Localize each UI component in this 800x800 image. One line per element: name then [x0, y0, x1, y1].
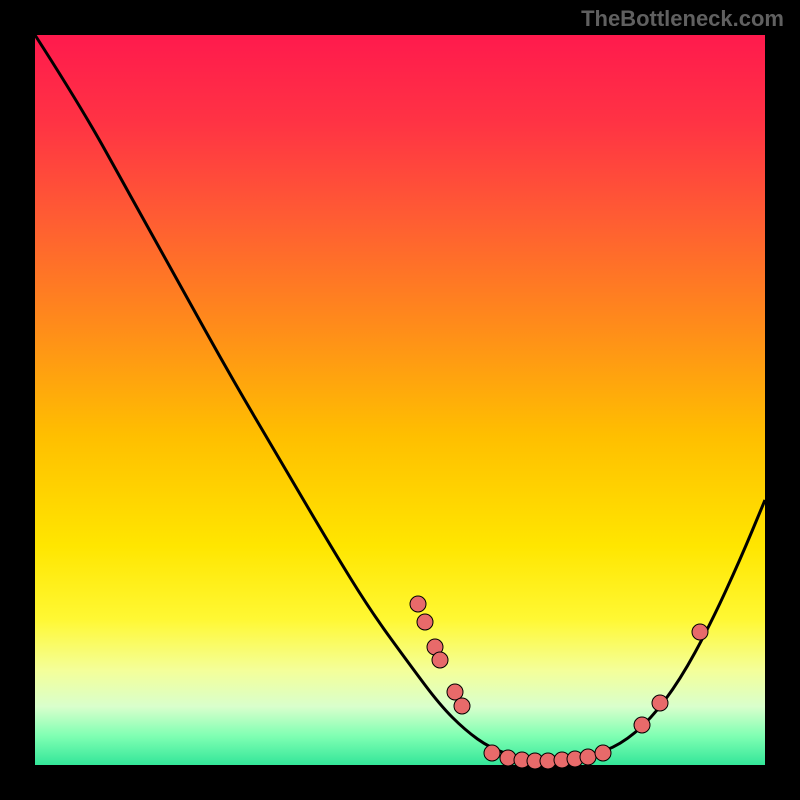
data-point-marker	[652, 695, 668, 711]
data-point-marker	[484, 745, 500, 761]
data-point-marker	[595, 745, 611, 761]
data-point-marker	[634, 717, 650, 733]
plot-background	[35, 35, 765, 765]
data-point-marker	[500, 750, 516, 766]
data-point-marker	[417, 614, 433, 630]
data-point-marker	[447, 684, 463, 700]
data-point-marker	[580, 749, 596, 765]
chart-container: { "watermark": { "text": "TheBottleneck.…	[0, 0, 800, 800]
watermark-text: TheBottleneck.com	[581, 6, 784, 32]
data-point-marker	[454, 698, 470, 714]
data-point-marker	[692, 624, 708, 640]
data-point-marker	[410, 596, 426, 612]
chart-svg	[0, 0, 800, 800]
data-point-marker	[432, 652, 448, 668]
